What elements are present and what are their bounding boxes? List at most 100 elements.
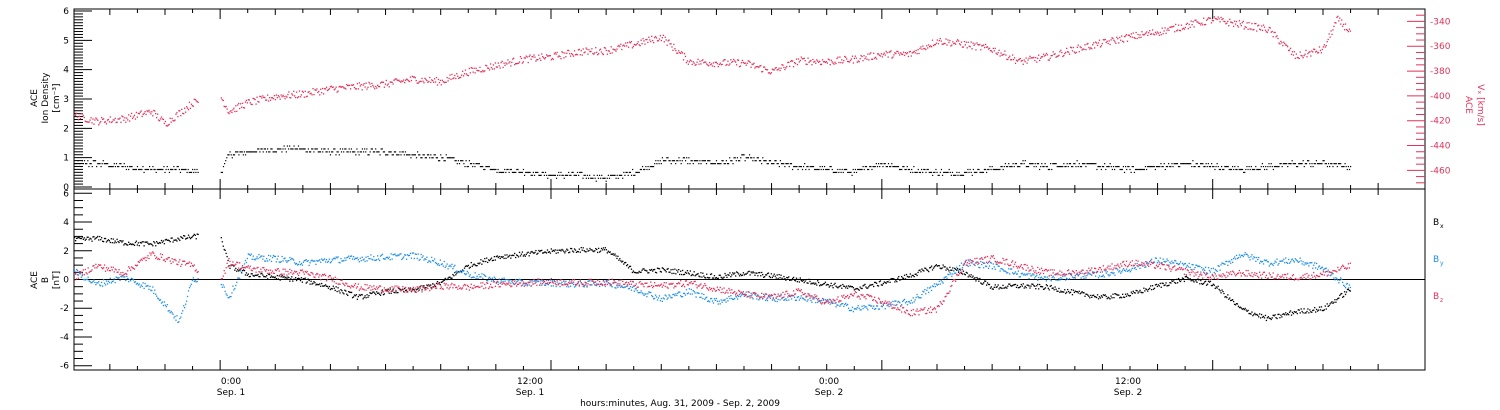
bx-point <box>249 275 251 278</box>
density-point <box>998 168 1000 171</box>
bx-point <box>875 282 878 284</box>
by-point <box>517 279 520 281</box>
density-point <box>1044 163 1046 165</box>
density-point <box>147 168 150 171</box>
vx-point <box>625 45 628 47</box>
density-point <box>402 151 404 153</box>
density-point <box>482 165 484 168</box>
density-point <box>583 174 585 176</box>
bx-point <box>602 247 605 249</box>
by-point <box>696 292 698 294</box>
vx-point <box>1022 63 1024 65</box>
bx-point <box>104 237 107 240</box>
vx-point <box>1111 37 1113 39</box>
vx-point <box>848 61 851 63</box>
density-point <box>775 160 777 162</box>
bx-point <box>1342 295 1345 298</box>
bx-point <box>1194 279 1196 281</box>
by-point <box>961 267 964 269</box>
by-point <box>875 305 878 307</box>
bx-point <box>559 249 561 251</box>
density-point <box>278 148 280 150</box>
bx-point <box>392 288 394 290</box>
bx-point <box>253 275 255 277</box>
vx-point <box>711 65 714 67</box>
density-point <box>333 148 335 150</box>
vx-point <box>1232 25 1235 28</box>
vx-point <box>940 40 942 42</box>
bx-point <box>263 275 265 278</box>
density-point <box>271 148 273 150</box>
bx-point <box>929 266 932 269</box>
density-point <box>330 151 333 153</box>
by-point <box>624 286 626 288</box>
bx-point <box>320 285 322 287</box>
density-point <box>1200 163 1202 165</box>
by-point <box>116 276 118 279</box>
vx-point <box>645 39 647 41</box>
bx-point <box>1141 292 1143 294</box>
density-point <box>353 151 355 153</box>
bx-point <box>597 247 600 250</box>
by-point <box>344 257 346 259</box>
vx-point <box>459 76 461 79</box>
bx-point <box>1287 313 1289 315</box>
bx-point <box>431 287 433 289</box>
by-point <box>263 255 265 257</box>
density-point <box>425 157 428 159</box>
vx-point <box>282 94 284 96</box>
vx-point <box>1305 49 1307 52</box>
vx-point <box>1034 59 1036 62</box>
vx-point <box>1349 30 1352 32</box>
density-point <box>392 154 394 156</box>
density-point <box>348 148 350 150</box>
vx-point <box>1266 31 1269 33</box>
density-point <box>533 174 536 176</box>
by-point <box>342 260 344 262</box>
vx-point <box>313 94 315 96</box>
bx-point <box>1114 293 1116 295</box>
bx-point <box>721 277 723 279</box>
vx-point <box>1060 49 1062 51</box>
vx-point <box>1152 33 1155 35</box>
vx-point <box>1193 26 1195 28</box>
density-point <box>1273 165 1276 168</box>
by-point <box>248 253 250 256</box>
density-point <box>298 148 301 150</box>
density-point <box>967 168 969 171</box>
by-point <box>971 262 973 264</box>
density-point <box>419 154 421 156</box>
density-point <box>443 160 445 162</box>
density-point <box>226 157 228 159</box>
density-point <box>404 151 407 153</box>
bx-point <box>1071 294 1074 296</box>
density-point <box>821 165 823 168</box>
bx-point <box>288 276 290 279</box>
density-tick-label: 3 <box>63 95 69 105</box>
density-point <box>1257 168 1259 171</box>
bx-point <box>158 241 161 244</box>
bx-point <box>1300 308 1302 310</box>
vx-point <box>551 57 553 60</box>
bx-point <box>416 288 418 290</box>
by-point <box>252 255 254 257</box>
vx-point <box>273 94 276 97</box>
by-point <box>656 299 659 301</box>
bx-point <box>629 265 632 267</box>
density-point <box>92 160 94 162</box>
bx-point <box>75 237 78 239</box>
bx-point <box>1065 292 1067 295</box>
bx-point <box>525 253 527 256</box>
bx-point <box>233 265 235 267</box>
bx-point <box>87 236 89 238</box>
by-point <box>115 276 117 278</box>
bx-point <box>370 292 372 295</box>
vx-point <box>798 61 801 63</box>
vx-point <box>1206 18 1209 20</box>
vx-point <box>1113 39 1115 42</box>
vx-point <box>1057 55 1059 57</box>
vx-point <box>458 77 460 79</box>
density-point <box>257 148 259 150</box>
density-point <box>192 168 194 171</box>
vx-point <box>1032 57 1034 59</box>
